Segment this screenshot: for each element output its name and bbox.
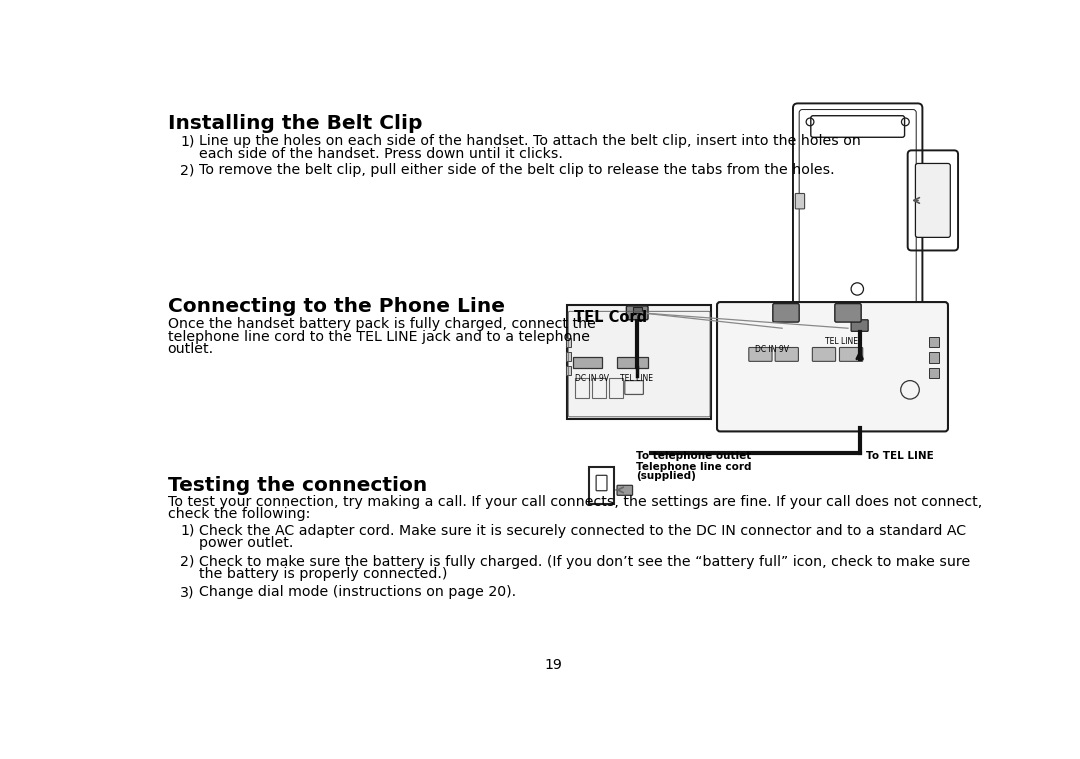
Text: (supplied): (supplied) [636, 471, 696, 481]
Text: telephone line cord to the TEL LINE jack and to a telephone: telephone line cord to the TEL LINE jack… [167, 329, 590, 344]
FancyBboxPatch shape [717, 302, 948, 431]
FancyBboxPatch shape [617, 485, 633, 496]
FancyBboxPatch shape [566, 366, 570, 375]
FancyBboxPatch shape [930, 367, 939, 378]
FancyBboxPatch shape [617, 357, 648, 367]
Text: DC IN 9V: DC IN 9V [576, 374, 609, 383]
Text: 2): 2) [180, 555, 194, 568]
Text: Once the handset battery pack is fully charged, connect the: Once the handset battery pack is fully c… [167, 317, 595, 332]
FancyBboxPatch shape [633, 307, 642, 313]
FancyBboxPatch shape [916, 163, 950, 238]
Text: 1): 1) [180, 134, 194, 148]
FancyBboxPatch shape [851, 320, 868, 332]
FancyBboxPatch shape [812, 348, 836, 361]
Text: 2): 2) [180, 163, 194, 178]
FancyBboxPatch shape [930, 337, 939, 348]
Text: Telephone line cord: Telephone line cord [636, 462, 752, 472]
Text: each side of the handset. Press down until it clicks.: each side of the handset. Press down unt… [199, 146, 563, 160]
Text: 19: 19 [544, 658, 563, 672]
Text: power outlet.: power outlet. [199, 536, 293, 550]
Text: DC IN 9V: DC IN 9V [755, 345, 789, 354]
Text: To test your connection, try making a call. If your call connects, the settings : To test your connection, try making a ca… [167, 495, 982, 509]
Text: TEL Cord: TEL Cord [573, 310, 647, 325]
FancyBboxPatch shape [626, 306, 648, 320]
Text: Connecting to the Phone Line: Connecting to the Phone Line [167, 298, 504, 317]
Text: the battery is properly connected.): the battery is properly connected.) [199, 567, 447, 581]
Text: Check to make sure the battery is fully charged. (If you don’t see the “battery : Check to make sure the battery is fully … [199, 555, 970, 568]
FancyBboxPatch shape [773, 304, 799, 322]
FancyBboxPatch shape [835, 304, 861, 322]
FancyBboxPatch shape [748, 348, 772, 361]
FancyBboxPatch shape [572, 357, 602, 367]
Text: outlet.: outlet. [167, 342, 214, 356]
FancyBboxPatch shape [567, 305, 711, 419]
Text: Check the AC adapter cord. Make sure it is securely connected to the DC IN conne: Check the AC adapter cord. Make sure it … [199, 524, 966, 538]
Text: Line up the holes on each side of the handset. To attach the belt clip, insert i: Line up the holes on each side of the ha… [199, 134, 861, 148]
Text: TEL LINE: TEL LINE [825, 338, 858, 346]
FancyBboxPatch shape [566, 339, 570, 348]
FancyBboxPatch shape [795, 194, 805, 209]
FancyBboxPatch shape [566, 352, 570, 361]
Text: Testing the connection: Testing the connection [167, 476, 427, 495]
Text: 1): 1) [180, 524, 194, 538]
Text: TEL LINE: TEL LINE [620, 374, 653, 383]
Text: Installing the Belt Clip: Installing the Belt Clip [167, 114, 422, 133]
Text: To TEL LINE: To TEL LINE [866, 452, 933, 461]
Text: To remove the belt clip, pull either side of the belt clip to release the tabs f: To remove the belt clip, pull either sid… [199, 163, 834, 178]
Text: To telephone outlet: To telephone outlet [636, 452, 751, 461]
Text: Change dial mode (instructions on page 20).: Change dial mode (instructions on page 2… [199, 585, 515, 600]
FancyBboxPatch shape [839, 348, 863, 361]
Text: check the following:: check the following: [167, 507, 310, 521]
FancyBboxPatch shape [930, 352, 939, 363]
Text: 3): 3) [180, 585, 194, 600]
FancyBboxPatch shape [775, 348, 798, 361]
